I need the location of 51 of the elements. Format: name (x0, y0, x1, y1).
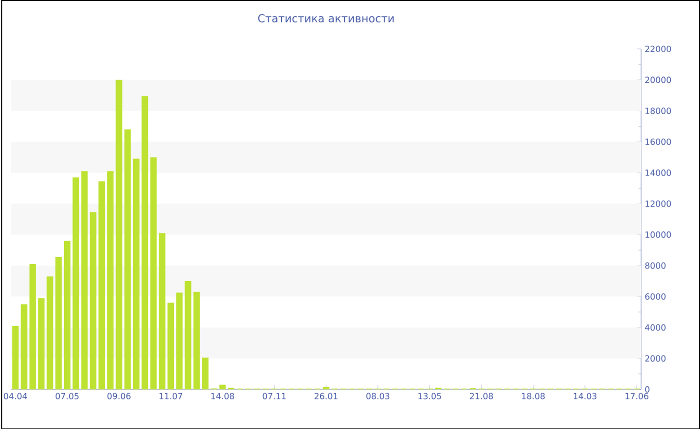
x-tick-label: 21.08 (470, 392, 493, 400)
y-tick-label: 16000 (646, 138, 671, 145)
bar (55, 256, 62, 390)
x-tick-label: 14.03 (574, 392, 596, 400)
x-tick-label: 26.01 (314, 392, 338, 400)
chart-title: Статистика активности (258, 14, 394, 22)
y-tick-label: 12000 (646, 200, 671, 207)
y-tick-label: 18000 (646, 107, 671, 114)
bar (150, 157, 157, 390)
bar (12, 326, 19, 390)
bar (20, 304, 28, 390)
bar (107, 171, 114, 390)
bar (219, 384, 226, 390)
bar (158, 232, 166, 390)
y-tick-label: 6000 (645, 293, 666, 300)
bar (184, 280, 192, 390)
bar (81, 171, 88, 390)
x-tick-label: 07.11 (262, 392, 286, 400)
y-tick-label: 4000 (645, 324, 666, 331)
x-tick-label: 07.05 (56, 392, 79, 400)
y-tick-label: 8000 (645, 262, 666, 269)
x-tick-label: 14.08 (211, 392, 234, 400)
bar (90, 212, 96, 390)
bar (322, 386, 330, 390)
y-tick-label: 0 (645, 386, 650, 392)
bar (116, 80, 122, 390)
bar (38, 298, 45, 390)
bar (46, 276, 54, 390)
bar (98, 181, 105, 390)
y-tick-label: 10000 (646, 231, 671, 238)
x-tick-label: 18.08 (522, 392, 545, 400)
bar (142, 96, 148, 390)
bar (133, 158, 140, 390)
x-tick-label: 09.06 (107, 392, 131, 400)
bar (72, 177, 80, 390)
x-tick-label: 11.07 (160, 392, 182, 400)
bar (168, 302, 174, 390)
bar (202, 358, 209, 390)
y-tick-label: 20000 (645, 76, 671, 83)
y-tick-label: 22000 (645, 46, 671, 52)
bar (193, 292, 200, 390)
bar (176, 292, 183, 390)
y-tick-label: 2000 (645, 355, 666, 362)
bar (64, 240, 70, 390)
y-tick-label: 14000 (646, 169, 671, 176)
bar (124, 129, 131, 390)
x-tick-label: 04.04 (4, 392, 28, 400)
x-tick-label: 13.05 (418, 392, 442, 400)
x-tick-label: 17.06 (626, 392, 648, 400)
bar (29, 264, 36, 390)
x-tick-label: 08.03 (366, 392, 390, 400)
